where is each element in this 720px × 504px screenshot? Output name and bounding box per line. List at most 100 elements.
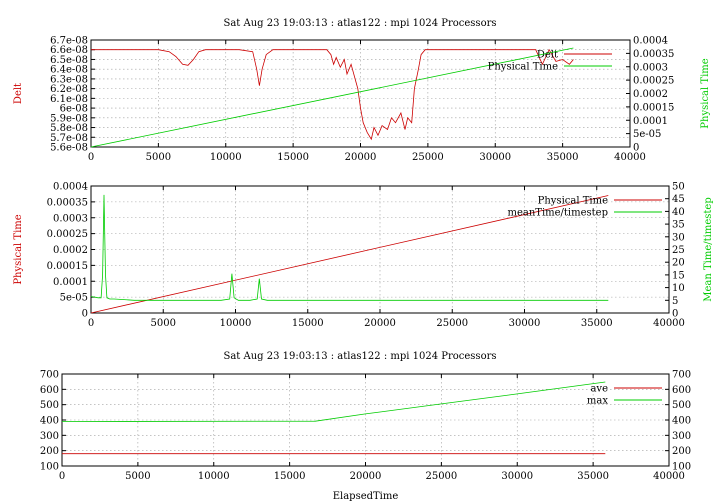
legend-label: Physical Time [488,62,558,73]
y-tick-label: 5e-05 [60,293,88,304]
x-tick-label: 20000 [345,152,377,163]
y-tick-label: 0.00025 [47,229,88,240]
chart-panel-1: Sat Aug 23 19:03:13 : atlas122 : mpi 102… [13,18,711,163]
series-line-physical-time [90,47,574,148]
y2-tick-label: 0.0002 [633,89,668,100]
y2-tick-label: 35 [672,220,685,231]
y2-tick-label: 500 [672,400,691,411]
x-tick-label: 5000 [125,471,150,482]
y2-tick-label: 45 [672,194,685,205]
y-tick-label: 0.00015 [47,261,88,272]
x-tick-label: 25000 [412,152,444,163]
y-axis-label: Delt [13,83,24,104]
legend-label: max [587,396,608,407]
y-tick-label: 6.7e-08 [50,36,88,47]
x-tick-label: 5000 [151,318,176,329]
y2-tick-label: 300 [672,431,691,442]
x-tick-label: 25000 [425,471,457,482]
x-tick-label: 0 [59,471,65,482]
series-line-physical-time [90,195,609,314]
chart-title: Sat Aug 23 19:03:13 : atlas122 : mpi 102… [223,18,496,29]
x-tick-label: 40000 [614,152,646,163]
x-tick-label: 35000 [547,152,579,163]
x-tick-label: 5000 [146,152,171,163]
y-tick-label: 0.0003 [53,213,88,224]
x-tick-label: 20000 [350,471,382,482]
y2-tick-label: 15 [672,270,685,281]
y-tick-label: 5.8e-08 [50,123,88,134]
y2-tick-label: 5e-05 [633,129,661,140]
chart-panel-2: 0 5000 10000 15000 20000 25000 30000 35000 40000… [13,182,714,330]
x-tick-label: 0 [88,152,94,163]
y2-tick-label: 400 [672,416,691,427]
y-tick-label: 6.3e-08 [50,74,88,85]
y2-tick-label: 100 [672,462,691,473]
plot-frame [61,373,670,467]
y-tick-label: 6.5e-08 [50,55,88,66]
y-tick-label: 6.4e-08 [50,65,88,76]
y-tick-label: 700 [40,370,59,381]
y2-axis-label: Mean Time/timestep [703,197,714,301]
x-tick-label: 25000 [436,318,468,329]
y-tick-label: 200 [40,446,59,457]
y2-tick-label: 0.0001 [633,116,668,127]
y2-tick-label: 0.00035 [633,49,674,60]
y-tick-label: 600 [40,385,59,396]
y2-tick-label: 40 [672,207,685,218]
x-tick-label: 15000 [277,152,309,163]
chart-title: Sat Aug 23 19:03:13 : atlas122 : mpi 102… [223,351,496,362]
y2-tick-label: 0.00025 [633,76,674,87]
x-tick-label: 10000 [220,318,252,329]
y-tick-label: 500 [40,400,59,411]
y-tick-label: 300 [40,431,59,442]
y2-tick-label: 0.0004 [633,36,668,47]
y-tick-label: 0.00035 [47,197,88,208]
legend-label: Delt [537,50,558,61]
y-tick-label: 0.0002 [53,245,88,256]
x-tick-label: 10000 [198,471,230,482]
legend-label: ave [590,384,608,395]
series-line-max [61,381,606,422]
plot-frame [90,39,631,148]
x-tick-label: 0 [88,318,94,329]
x-tick-label: 30000 [479,152,511,163]
y-tick-label: 400 [40,416,59,427]
y2-tick-label: 700 [672,370,691,381]
y2-tick-label: 5 [672,296,678,307]
x-tick-label: 30000 [501,471,533,482]
y2-tick-label: 200 [672,446,691,457]
y2-axis-label: Physical Time [700,58,711,128]
chart-panel-3: Sat Aug 23 19:03:13 : atlas122 : mpi 102… [40,351,691,502]
x-tick-label: 10000 [210,152,242,163]
y-tick-label: 6.1e-08 [50,94,88,105]
y2-tick-label: 0.0003 [633,62,668,73]
y-tick-label: 0.0004 [53,182,88,193]
y-tick-label: 6e-08 [60,104,88,115]
y2-tick-label: 25 [672,245,685,256]
x-tick-label: 40000 [653,318,685,329]
y-tick-label: 0 [82,309,88,320]
series-line-delt [91,48,574,141]
x-axis-label: ElapsedTime [333,491,399,502]
y2-tick-label: 20 [672,258,685,269]
y2-tick-label: 0.00015 [633,102,674,113]
y2-tick-label: 30 [672,232,685,243]
x-tick-label: 40000 [653,471,685,482]
x-tick-label: 15000 [274,471,306,482]
y-tick-label: 5.7e-08 [50,133,88,144]
y-axis-label: Physical Time [13,214,24,284]
y2-tick-label: 50 [672,182,685,193]
y-tick-label: 6.6e-08 [50,45,88,56]
y-tick-label: 0.0001 [53,277,88,288]
legend-label: Physical Time [538,196,608,207]
x-tick-label: 20000 [364,318,396,329]
y2-tick-label: 10 [672,283,685,294]
y-tick-label: 100 [40,462,59,473]
y2-tick-label: 600 [672,385,691,396]
x-tick-label: 30000 [509,318,541,329]
plot-frame [90,185,670,314]
y-tick-label: 5.9e-08 [50,113,88,124]
x-tick-label: 35000 [577,471,609,482]
y-tick-label: 5.6e-08 [50,143,88,154]
